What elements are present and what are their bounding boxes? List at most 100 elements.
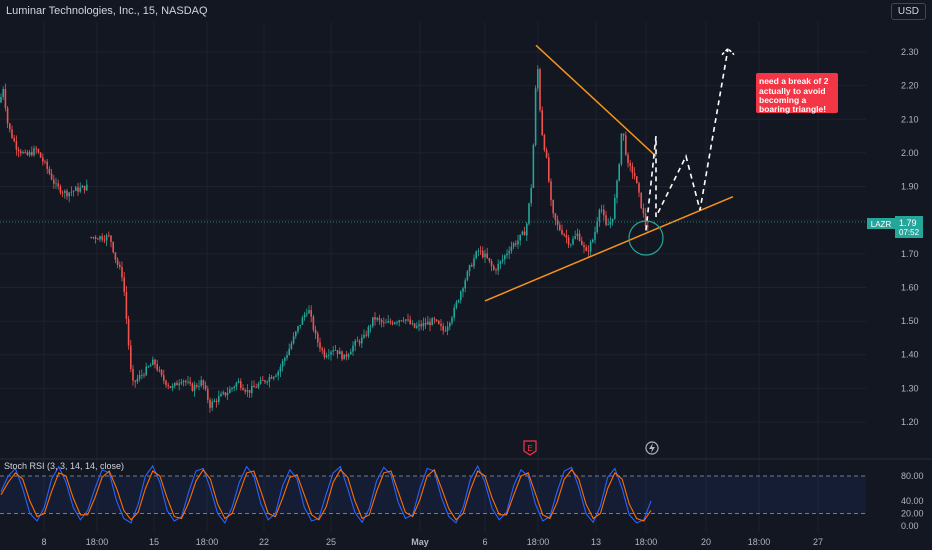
candle-body xyxy=(44,161,46,163)
candle-body xyxy=(200,380,202,386)
candle-body xyxy=(479,250,482,252)
candle-body xyxy=(182,380,185,383)
candle-body xyxy=(266,381,268,383)
candle-body xyxy=(361,337,363,344)
candle-body xyxy=(427,321,429,325)
annotation-box[interactable] xyxy=(756,73,838,113)
candle-body xyxy=(169,386,172,388)
candle-body xyxy=(347,354,350,357)
candle-body xyxy=(90,237,92,238)
candle-body xyxy=(270,377,273,379)
currency-button[interactable]: USD xyxy=(890,3,926,20)
price-tick-label: 1.40 xyxy=(901,350,919,360)
time-tick-label: 18:00 xyxy=(748,537,771,547)
stoch-rsi-pane xyxy=(0,464,652,524)
candle-body xyxy=(101,236,103,240)
projection-line xyxy=(645,48,729,231)
candle-body xyxy=(226,393,229,396)
candle-body xyxy=(145,366,147,376)
candle-body xyxy=(149,365,152,367)
candle-body xyxy=(534,88,537,146)
candle-body xyxy=(57,183,59,187)
candle-body xyxy=(594,231,596,240)
price-tick-label: 1.20 xyxy=(901,417,919,427)
candle-body xyxy=(506,253,508,256)
candle-body xyxy=(420,324,422,327)
symbol-title[interactable]: Luminar Technologies, Inc., 15, NASDAQ xyxy=(6,5,208,17)
time-tick-label: 18:00 xyxy=(196,537,219,547)
annotation-line-2: actually to avoid xyxy=(759,86,826,96)
candle-body xyxy=(22,152,24,154)
candle-body xyxy=(0,96,2,103)
candle-body xyxy=(86,184,88,191)
candle-body xyxy=(264,380,266,383)
candle-body xyxy=(515,243,517,245)
candle-body xyxy=(26,152,29,156)
candle-body xyxy=(482,250,484,258)
candle-body xyxy=(325,355,328,358)
candle-body xyxy=(46,161,48,169)
candle-body xyxy=(138,374,141,379)
candle-body xyxy=(512,243,515,247)
rsi-tick-label: 20.00 xyxy=(901,509,924,519)
ticker-badge xyxy=(867,218,895,229)
price-badge-value: 1.79 xyxy=(899,218,917,228)
candle-body xyxy=(116,259,119,265)
candle-body xyxy=(147,366,150,368)
candle-body xyxy=(332,350,334,352)
candle-body xyxy=(466,271,469,281)
candle-body xyxy=(328,354,330,356)
candle-body xyxy=(570,244,572,246)
candle-body xyxy=(389,321,392,323)
candle-body xyxy=(299,324,301,327)
time-tick-label: 15 xyxy=(149,537,159,547)
price-tick-label: 2.00 xyxy=(901,148,919,158)
indicator-label[interactable]: Stoch RSI (3, 3, 14, 14, close) xyxy=(4,461,124,471)
candle-body xyxy=(528,203,530,224)
candle-body xyxy=(339,351,341,355)
candle-body xyxy=(444,330,447,332)
candle-body xyxy=(460,291,462,300)
annotation-line-4: boaring triangle! xyxy=(759,104,826,114)
candle-body xyxy=(39,152,42,158)
candle-body xyxy=(548,157,550,182)
candle-body xyxy=(97,238,99,240)
candle-body xyxy=(20,151,22,154)
candle-body xyxy=(136,378,139,382)
candle-body xyxy=(484,253,486,258)
candle-body xyxy=(259,380,262,384)
dividend-flash-icon[interactable] xyxy=(645,441,659,455)
candle-body xyxy=(545,150,548,158)
candle-body xyxy=(598,209,601,222)
candle-body xyxy=(446,326,449,332)
annotation-line-1: need a break of 2 xyxy=(759,76,829,86)
candle-body xyxy=(202,380,205,386)
price-tick-label: 1.70 xyxy=(901,249,919,259)
candle-body xyxy=(35,148,37,150)
candle-body xyxy=(257,383,260,388)
trendline xyxy=(535,44,657,157)
candle-body xyxy=(94,237,97,239)
candle-body xyxy=(152,359,154,366)
candle-body xyxy=(174,382,176,387)
candle-body xyxy=(204,385,207,390)
candle-body xyxy=(559,224,561,230)
rsi-tick-label: 40.00 xyxy=(901,496,924,506)
projection-path xyxy=(645,47,735,231)
candle-body xyxy=(330,351,332,355)
candle-body xyxy=(211,401,213,408)
candle-body xyxy=(72,190,75,192)
annotation-line-3: becoming a xyxy=(759,95,807,105)
candle-body xyxy=(207,389,209,400)
candle-body xyxy=(61,192,64,194)
earnings-icon[interactable]: E xyxy=(523,440,537,456)
candle-body xyxy=(123,277,125,292)
time-tick-label: 18:00 xyxy=(527,537,550,547)
candle-body xyxy=(187,381,189,383)
candle-body xyxy=(638,183,640,193)
rsi-series-k xyxy=(0,464,652,524)
candle-body xyxy=(526,223,528,236)
candle-body xyxy=(354,340,356,346)
candle-body xyxy=(504,255,506,260)
